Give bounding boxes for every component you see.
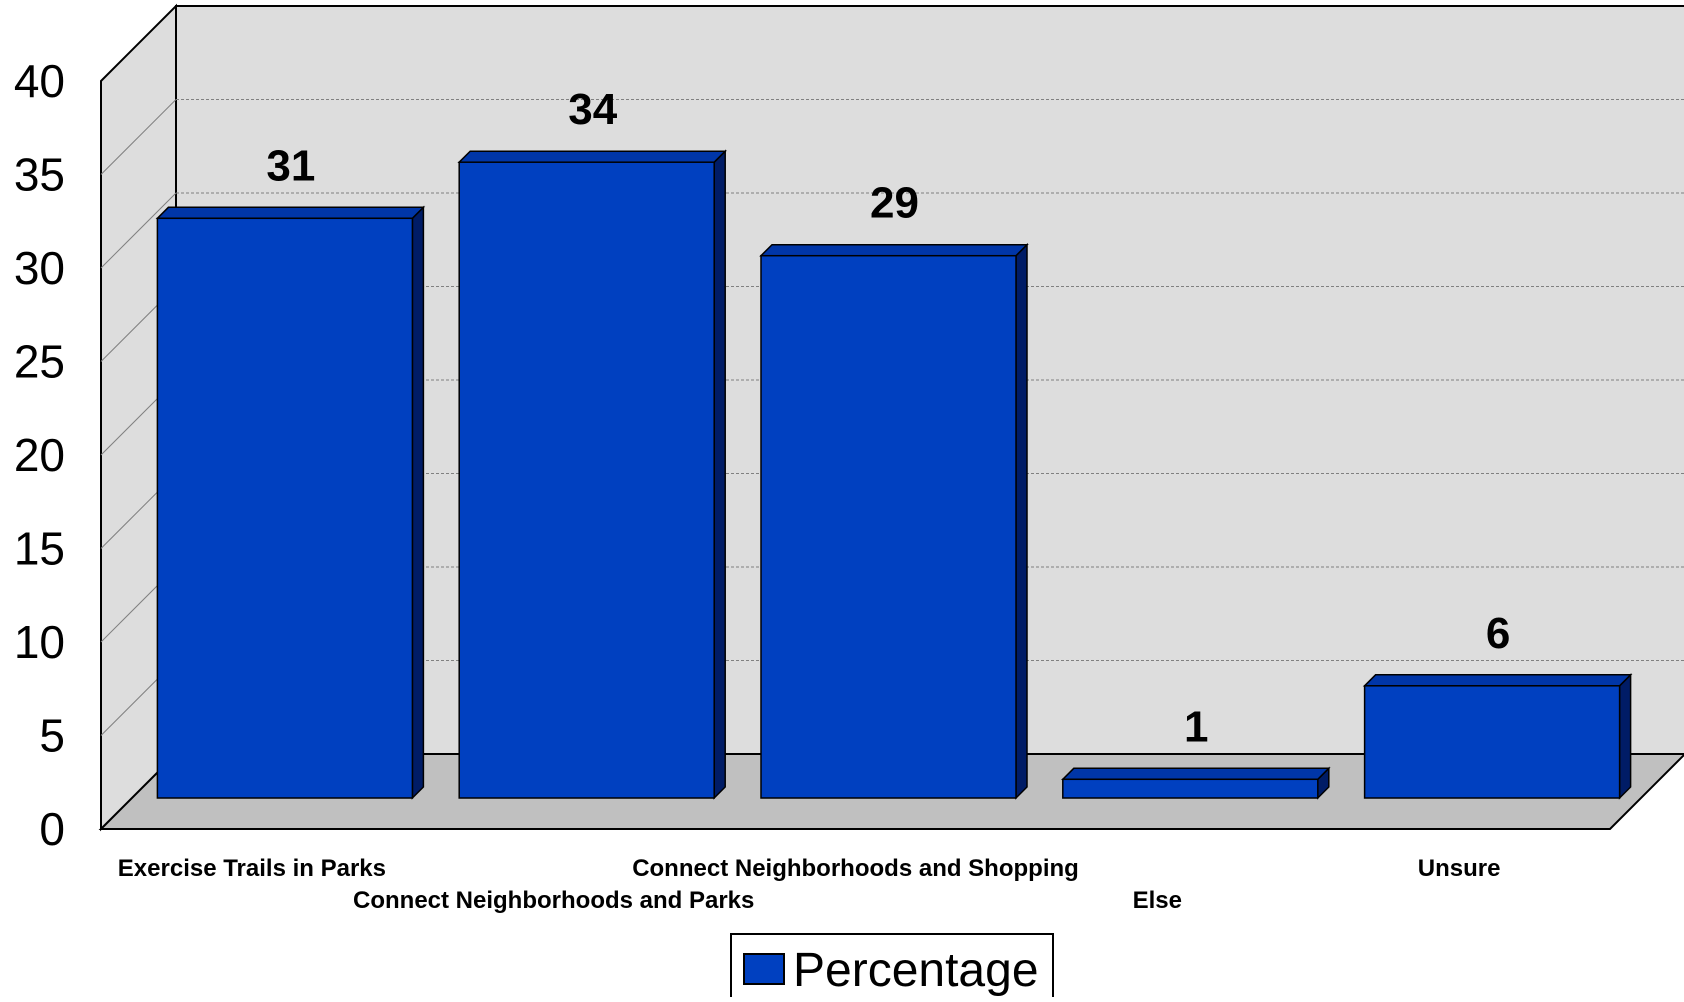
data-labels: 31 34 29 1 6 — [266, 85, 1510, 751]
bar-top — [457, 150, 728, 163]
bar-top — [155, 206, 426, 220]
data-label: 29 — [870, 179, 919, 228]
bar — [156, 217, 414, 799]
bar-top — [1060, 767, 1331, 781]
bar — [760, 254, 1017, 799]
bars-group — [155, 149, 1633, 800]
y-tick-label: 40 — [14, 55, 65, 107]
y-tick-label: 35 — [14, 149, 65, 201]
x-axis-ticks: Exercise Trails in Parks Connect Neighbor… — [118, 855, 1501, 914]
data-label: 6 — [1486, 609, 1510, 658]
y-tick-label: 5 — [39, 710, 65, 762]
x-tick-label: Unsure — [1418, 855, 1501, 882]
bar — [1062, 778, 1319, 799]
x-tick-label: Else — [1133, 887, 1182, 914]
bar-side — [1015, 242, 1028, 800]
y-tick-label: 15 — [14, 523, 65, 575]
legend: Percentage — [730, 933, 1054, 1002]
y-axis-ticks: 0 5 10 15 20 25 30 35 40 — [14, 55, 65, 855]
bar-top — [759, 243, 1029, 257]
data-label: 1 — [1184, 702, 1208, 751]
bar-side — [411, 205, 425, 800]
x-tick-label: Exercise Trails in Parks — [118, 855, 386, 882]
y-tick-label: 25 — [14, 336, 65, 388]
legend-swatch — [743, 953, 785, 985]
y-tick-label: 20 — [14, 429, 65, 481]
data-label: 34 — [568, 85, 617, 134]
x-tick-label: Connect Neighborhoods and Parks — [353, 887, 754, 914]
x-tick-label: Connect Neighborhoods and Shopping — [632, 855, 1079, 882]
legend-label: Percentage — [793, 944, 1039, 997]
y-tick-label: 0 — [39, 803, 65, 855]
bar-top — [1362, 674, 1633, 687]
side-gridline — [100, 99, 177, 175]
y-tick-label: 10 — [14, 616, 65, 668]
bar-side — [1618, 672, 1632, 800]
bar — [458, 161, 715, 799]
side-gridline — [100, 192, 177, 269]
y-tick-label: 30 — [14, 242, 65, 294]
data-label: 31 — [266, 141, 315, 190]
bar — [1363, 685, 1621, 799]
bar-side — [713, 149, 726, 800]
